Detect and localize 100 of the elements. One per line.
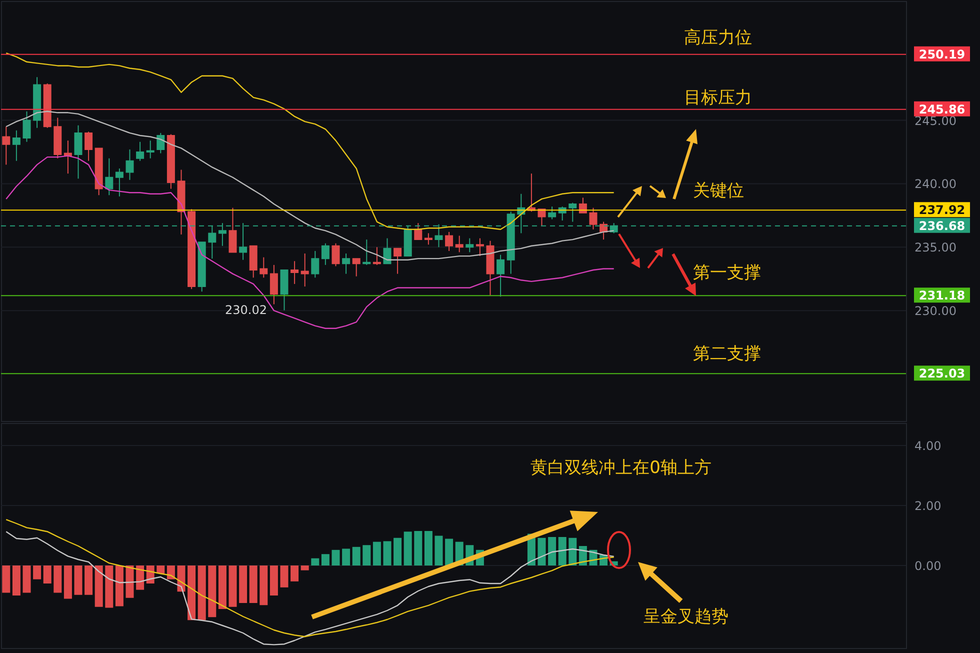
bar xyxy=(74,566,82,595)
bar xyxy=(33,566,42,580)
candlestick xyxy=(12,130,20,162)
candlestick xyxy=(22,110,31,142)
y-tick-label: 235.00 xyxy=(914,240,956,255)
candlestick xyxy=(290,260,299,284)
bar xyxy=(311,558,320,566)
text: 目标压力 xyxy=(684,88,752,108)
bar xyxy=(2,566,10,593)
bar xyxy=(64,566,72,599)
candlestick xyxy=(352,258,360,277)
y-tick-label: 230.00 xyxy=(914,304,956,318)
candlestick xyxy=(156,132,165,154)
candlestick xyxy=(228,207,237,253)
ref-line-label: 250.19 xyxy=(918,47,966,62)
ref-line-label: 236.68 xyxy=(918,218,966,233)
bar xyxy=(208,566,216,618)
bar xyxy=(280,566,288,588)
candlestick xyxy=(578,197,587,214)
bar xyxy=(362,545,371,566)
bar xyxy=(115,566,124,606)
bar xyxy=(538,538,546,566)
ref-line-label: 237.92 xyxy=(918,203,966,218)
bar xyxy=(445,538,454,566)
bar xyxy=(198,566,206,620)
bar xyxy=(43,566,52,584)
candlestick xyxy=(74,124,82,180)
bar xyxy=(270,566,278,596)
candlestick xyxy=(2,126,10,166)
bar xyxy=(342,548,350,566)
bar xyxy=(290,566,299,582)
text: 呈金叉趋势 xyxy=(644,607,728,627)
bar xyxy=(300,566,309,570)
bar xyxy=(22,566,31,593)
bar xyxy=(228,566,237,607)
y-tick-label: 245.00 xyxy=(914,114,956,128)
y-tick-label: 4.00 xyxy=(914,439,942,453)
candlestick xyxy=(260,256,268,278)
bar xyxy=(136,566,144,590)
bar xyxy=(372,542,381,566)
candlestick xyxy=(445,231,454,252)
bar xyxy=(94,566,103,607)
candlestick xyxy=(372,246,381,266)
bar xyxy=(434,536,443,566)
candlestick xyxy=(476,238,484,257)
candlestick xyxy=(146,140,154,159)
bar xyxy=(424,531,432,566)
bar xyxy=(239,566,248,603)
candlestick xyxy=(136,141,144,162)
ref-line-label: 245.86 xyxy=(918,102,966,116)
y-tick-label: 2.00 xyxy=(914,499,942,513)
bar xyxy=(249,566,258,603)
bar xyxy=(260,566,268,606)
bar xyxy=(12,566,20,596)
bar xyxy=(166,566,175,580)
text: 第二支撑 xyxy=(693,344,761,364)
candlestick xyxy=(311,250,320,278)
ref-line-label: 231.18 xyxy=(918,288,966,303)
annotation: 黄白双线冲上在0轴上方 xyxy=(530,458,712,478)
candlestick xyxy=(589,207,598,230)
candlestick xyxy=(414,222,422,240)
bar xyxy=(126,566,134,598)
bar xyxy=(383,541,392,566)
candlestick xyxy=(115,168,124,197)
bar xyxy=(352,546,360,566)
bar xyxy=(414,531,422,566)
bar xyxy=(404,532,412,566)
bar xyxy=(394,538,402,566)
bar xyxy=(188,566,196,620)
bar xyxy=(558,537,566,566)
candlestick xyxy=(126,148,134,180)
y-tick-label: 0.00 xyxy=(914,559,942,573)
candlestick xyxy=(455,235,464,253)
text: 第一支撑 xyxy=(693,263,761,283)
candlestick xyxy=(568,202,577,222)
text: 高压力位 xyxy=(684,28,752,48)
candlestick xyxy=(270,264,278,305)
candlestick xyxy=(342,253,350,274)
ref-line-label: 225.03 xyxy=(918,366,966,381)
text: 关键位 xyxy=(693,181,744,201)
candlestick xyxy=(84,131,93,162)
candlestick xyxy=(424,232,432,246)
candlestick xyxy=(496,254,505,298)
candlestick xyxy=(383,238,392,264)
bar xyxy=(156,566,165,574)
bar xyxy=(84,566,93,595)
candlestick xyxy=(105,158,114,196)
bar xyxy=(321,554,330,566)
candlestick xyxy=(300,253,309,287)
candlestick xyxy=(548,206,556,220)
bar xyxy=(54,566,62,593)
candlestick xyxy=(321,242,330,266)
bar xyxy=(218,566,226,609)
bar xyxy=(105,566,114,608)
bar xyxy=(332,550,340,566)
bar xyxy=(548,537,556,566)
candlestick xyxy=(394,248,402,274)
y-tick-label: 240.00 xyxy=(914,177,956,192)
annotation: 230.02 xyxy=(225,303,267,317)
candlestick xyxy=(332,242,340,267)
